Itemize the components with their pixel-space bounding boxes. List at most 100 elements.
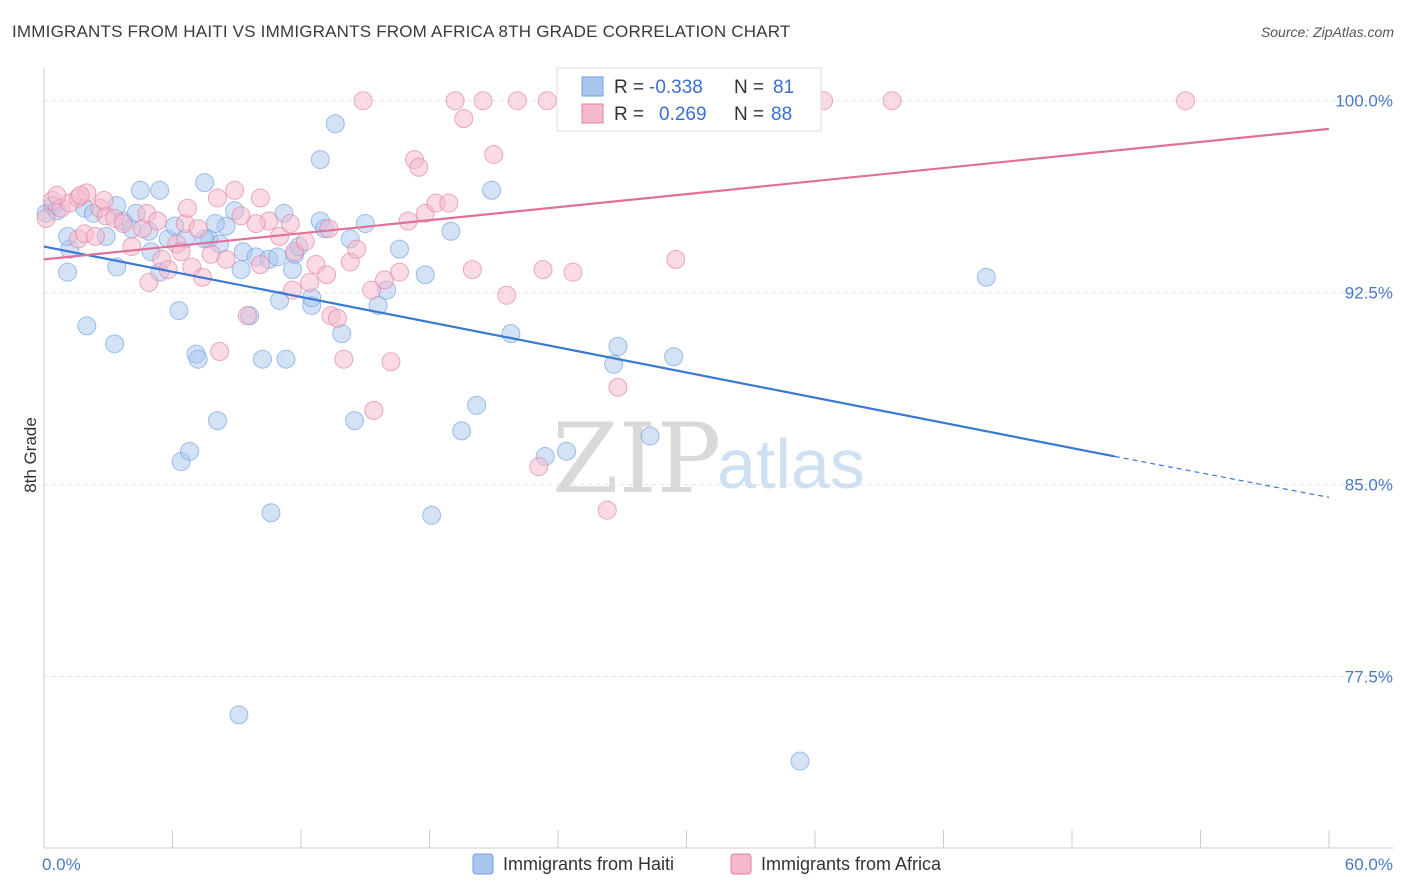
trend-layer (43, 127, 1330, 498)
stats-r-value-africa: 0.269 (659, 104, 707, 125)
data-point (229, 705, 249, 725)
chart-title: IMMIGRANTS FROM HAITI VS IMMIGRANTS FROM… (12, 22, 791, 41)
data-point (280, 214, 300, 234)
data-point (482, 180, 502, 200)
data-point (608, 336, 628, 356)
data-point (246, 214, 266, 234)
data-point (195, 173, 215, 193)
stats-r-value-haiti: -0.338 (649, 77, 703, 98)
stats-r-label-africa: R = (614, 104, 644, 125)
series-points-africa (36, 91, 1196, 520)
data-point (207, 411, 227, 431)
data-point (441, 221, 461, 241)
trend-line-africa (43, 127, 1330, 261)
data-point (473, 91, 493, 111)
points-layer (36, 91, 1196, 771)
data-point (325, 114, 345, 134)
data-point (533, 260, 553, 280)
data-point (364, 400, 384, 420)
data-point (557, 441, 577, 461)
stats-n-value-haiti: 81 (773, 77, 794, 98)
data-point (36, 208, 56, 228)
data-point (452, 421, 472, 441)
data-point (462, 260, 482, 280)
data-point (225, 180, 245, 200)
data-point (267, 247, 287, 267)
data-point (77, 316, 97, 336)
legend-label-africa: Immigrants from Africa (761, 854, 942, 874)
data-point (261, 503, 281, 523)
data-point (171, 242, 191, 262)
data-point (237, 306, 257, 326)
data-point (231, 260, 251, 280)
data-point (130, 180, 150, 200)
data-point (497, 285, 517, 305)
y-tick-labels: 100.0% 92.5% 85.0% 77.5% (1335, 92, 1393, 687)
data-point (409, 157, 429, 177)
watermark-zip: ZIP (552, 403, 721, 515)
data-point (216, 249, 236, 269)
stats-n-label-africa: N = (734, 104, 764, 125)
x-tick-label-min: 0.0% (42, 855, 81, 874)
data-point (150, 180, 170, 200)
watermark-atlas: atlas (717, 425, 865, 503)
data-point (58, 262, 78, 282)
data-point (507, 91, 527, 111)
data-point (597, 500, 617, 520)
data-point (276, 349, 296, 369)
legend-label-haiti: Immigrants from Haiti (503, 854, 674, 874)
data-point (47, 185, 67, 205)
data-point (390, 262, 410, 282)
data-point (375, 270, 395, 290)
data-point (177, 198, 197, 218)
stats-box: R = -0.338 N = 81 R = 0.269 N = 88 (556, 67, 822, 132)
data-point (210, 342, 230, 362)
data-point (790, 751, 810, 771)
y-tick-label: 92.5% (1345, 284, 1393, 303)
data-point (85, 226, 105, 246)
data-point (976, 267, 996, 287)
legend-swatch-haiti (472, 853, 494, 875)
data-point (319, 219, 339, 239)
legend-swatch-africa (730, 853, 752, 875)
data-point (205, 214, 225, 234)
legend: Immigrants from Haiti Immigrants from Af… (472, 853, 942, 875)
data-point (467, 395, 487, 415)
data-point (270, 290, 290, 310)
data-point (207, 188, 227, 208)
y-tick-label: 85.0% (1345, 476, 1393, 495)
data-point (362, 280, 382, 300)
data-point (415, 265, 435, 285)
data-point (252, 349, 272, 369)
data-point (334, 349, 354, 369)
stats-swatch-africa (581, 103, 604, 124)
data-point (355, 214, 375, 234)
data-point (188, 219, 208, 239)
data-point (317, 265, 337, 285)
data-point (180, 441, 200, 461)
data-point (295, 231, 315, 251)
stats-r-label-haiti: R = (614, 77, 644, 98)
data-point (300, 272, 320, 292)
data-point (381, 352, 401, 372)
data-point (664, 347, 684, 367)
data-point (122, 237, 142, 257)
data-point (445, 91, 465, 111)
data-point (327, 308, 347, 328)
watermark: ZIP atlas (552, 403, 865, 515)
data-point (250, 255, 270, 274)
data-point (529, 457, 549, 477)
data-point (105, 334, 125, 354)
data-point (422, 505, 442, 525)
data-point (310, 150, 330, 170)
data-point (148, 211, 168, 231)
data-point (353, 91, 373, 111)
data-point (70, 185, 90, 205)
data-point (454, 109, 474, 129)
stats-swatch-haiti (581, 76, 604, 97)
data-point (537, 91, 557, 111)
data-point (882, 91, 902, 111)
data-point (169, 301, 189, 321)
data-point (94, 191, 114, 211)
